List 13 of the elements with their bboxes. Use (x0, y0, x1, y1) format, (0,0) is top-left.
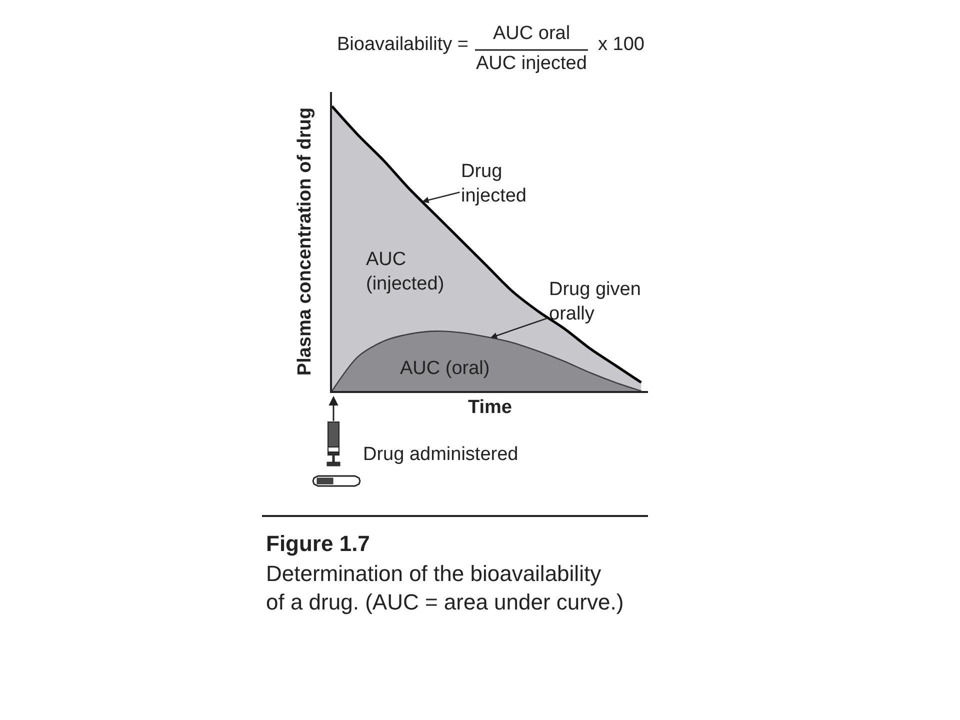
series-label: Drug given orally (549, 279, 641, 325)
text: Bioavailability = (337, 34, 468, 55)
caption: Figure 1.7 (266, 531, 370, 556)
text: x 100 (598, 34, 644, 55)
text: Drug administered (363, 444, 518, 465)
y-axis-title: Plasma concentration of drug (294, 107, 316, 376)
series-label: Drug injected (461, 161, 526, 207)
text: AUC injected (476, 53, 587, 74)
text: AUC oral (493, 23, 570, 44)
annotation: AUC (oral) (400, 358, 490, 379)
text: Determination of the bioavailability of a drug. (AUC = area under curve.) (266, 561, 624, 615)
annotation: AUC (injected) (366, 249, 444, 295)
x-axis-title: Time (468, 397, 512, 418)
